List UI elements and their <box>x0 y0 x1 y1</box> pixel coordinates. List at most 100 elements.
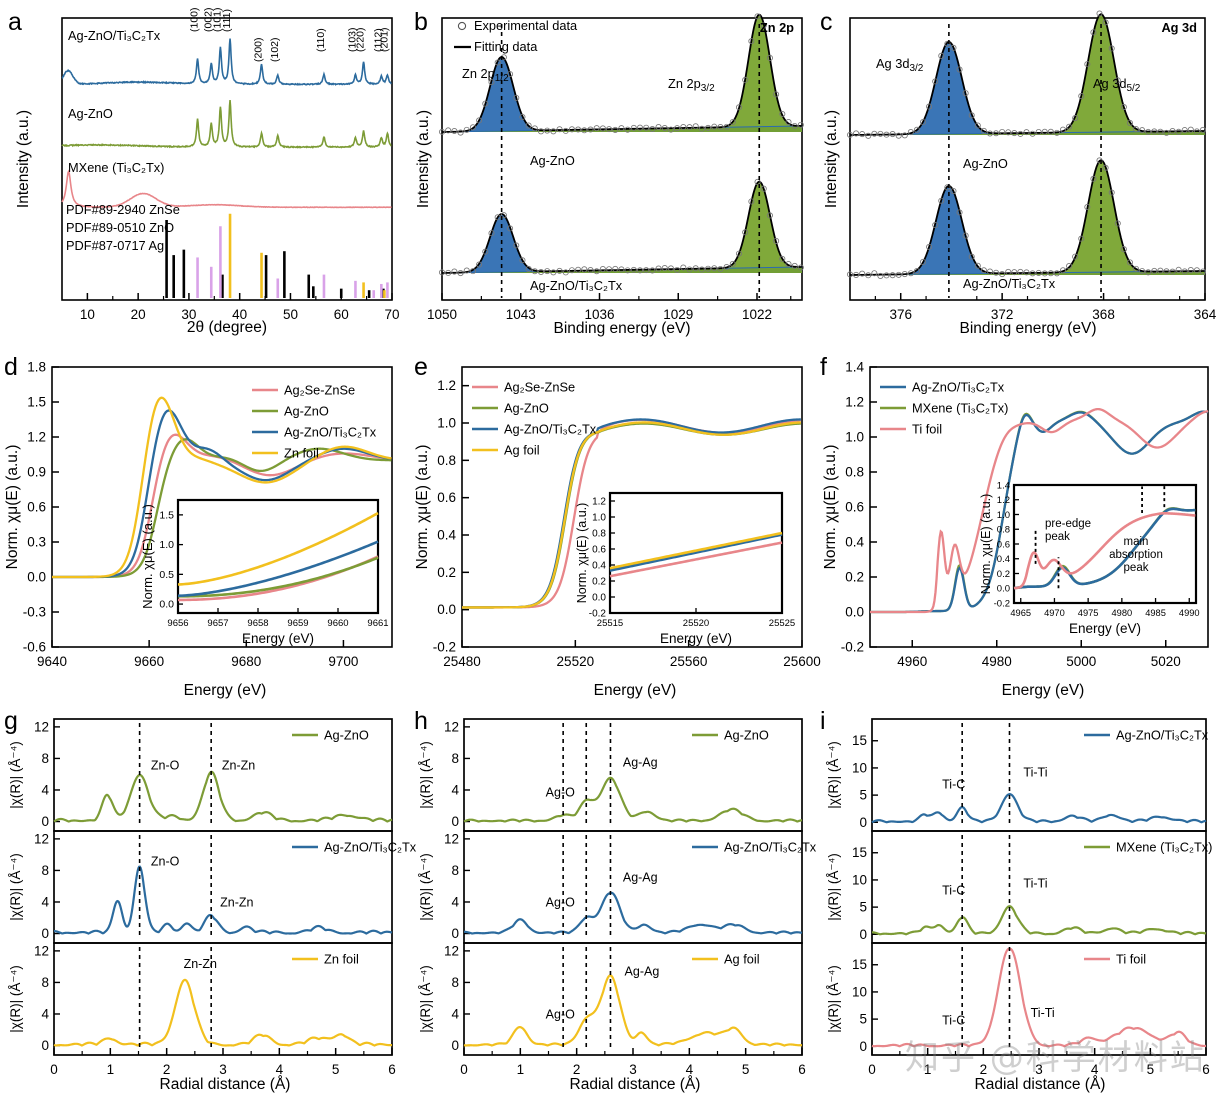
g-ylabel: |χ(R)| (Å⁻⁴) <box>8 853 23 921</box>
panel-a: a 10 20 30 40 50 60 70 (100) (002) (101) (111) (20… <box>0 0 410 345</box>
panel-d-xlabel: Energy (eV) <box>184 682 267 699</box>
i-ylabel: |χ(R)| (Å⁻⁴) <box>826 853 841 921</box>
h-ytick: 12 <box>444 831 459 846</box>
panel-d-ylabel: Norm. χμ(E) (a.u.) <box>4 445 21 570</box>
panel-f-ytick: 0.0 <box>845 605 864 620</box>
panel-f-inset-ytick: 0.6 <box>997 539 1010 550</box>
i-ytick: 10 <box>852 984 867 999</box>
panel-f-inset-xtick: 4970 <box>1044 608 1065 618</box>
panel-e-inset-xtick: 25515 <box>597 618 623 629</box>
panel-b-peak-fill <box>442 57 802 132</box>
panel-d-curve-zn-foil <box>52 396 392 579</box>
panel-f-label: f <box>820 353 827 381</box>
i-xtick: 4 <box>1091 1062 1099 1077</box>
i-annotation: Ti-Ti <box>1031 1006 1055 1020</box>
i-ytick: 10 <box>852 872 867 887</box>
panel-e-legend-label: Ag-ZnO <box>504 401 549 416</box>
panel-a-miller-label: (200) <box>253 37 265 62</box>
g-ytick: 0 <box>41 926 49 941</box>
panel-f-ytick: 0.6 <box>845 500 864 515</box>
panel-f-legend-label: MXene (Ti₃C₂Tx) <box>912 401 1008 416</box>
panel-f-inset: 4965 4970 4975 4980 4985 4990 -0.2 0.0 0.2 0.4 0.6… <box>979 480 1200 636</box>
panel-a-xtick: 50 <box>283 307 298 322</box>
panel-e-inset-ytick: 0.6 <box>592 545 606 556</box>
panel-c-label: c <box>820 8 833 36</box>
panel-b-legend-1: Fitting data <box>474 39 538 54</box>
panel-d-inset-ytick: 0.0 <box>159 599 174 611</box>
h-annotation: Ag-Ag <box>623 755 658 769</box>
panel-d-ytick: 0.3 <box>27 535 46 550</box>
h-ytick: 8 <box>451 751 459 766</box>
i-ytick: 5 <box>859 900 867 915</box>
h-legend-label: Ag-ZnO <box>724 728 769 743</box>
panel-e-ytick: 0.2 <box>437 565 456 580</box>
panel-h-label: h <box>414 707 428 735</box>
panel-d-inset-xtick: 9661 <box>367 618 388 629</box>
panel-a-curve-agzno <box>61 100 392 149</box>
g-annotation: Zn-O <box>151 758 180 772</box>
h-curve <box>463 974 803 1047</box>
panel-e-ytick: 0.8 <box>437 453 456 468</box>
panel-g: g 0 4 8 12 |χ(R)| (Å⁻⁴) Ag-ZnO Zn-O Zn-Zn 0 4 8 12 |… <box>0 705 417 1102</box>
panel-d-inset-xtick: 9658 <box>247 618 268 629</box>
panel-f-xtick: 4960 <box>897 654 927 669</box>
panel-f-inset-annotation: peak <box>1124 562 1149 574</box>
panel-a-miller-label: (100) <box>189 7 201 32</box>
panel-d-xtick: 9680 <box>231 654 261 669</box>
panel-a-xlabel: 2θ (degree) <box>187 319 267 336</box>
panel-f-ytick: 1.0 <box>845 430 864 445</box>
panel-e-inset: 25515 25520 25525 -0.2 0.0 0.2 0.4 0.6 0.8 1.0 1.2… <box>575 491 795 646</box>
i-xtick: 0 <box>868 1062 876 1077</box>
panel-c-spectra <box>846 10 1206 298</box>
h-annotation: Ag-O <box>546 896 575 910</box>
panel-e-inset-ytick: 0.0 <box>592 593 606 604</box>
panel-b-spectra <box>438 13 804 298</box>
panel-f-curves <box>870 407 1209 614</box>
panel-a-reference-sticks <box>165 213 389 298</box>
panel-d-xtick: 9700 <box>328 654 358 669</box>
i-ytick: 5 <box>859 788 867 803</box>
panel-c-spectrum-name-1: Ag-ZnO/Ti₃C₂Tx <box>963 276 1056 291</box>
panel-e-inset-ytick: 0.2 <box>592 577 606 588</box>
panel-f-ytick: 0.2 <box>845 570 864 585</box>
panel-d-ytick: 1.5 <box>27 395 46 410</box>
panel-f-inset-ytick: 0.0 <box>997 584 1010 595</box>
panel-f-inset-xtick: 4990 <box>1179 608 1200 618</box>
panel-e-curve-ag-foil <box>462 421 801 609</box>
panel-e-xtick: 25520 <box>557 654 595 669</box>
h-ytick: 12 <box>444 719 459 734</box>
panel-b-xticks: 1050 1043 1036 1029 1022 <box>427 293 792 322</box>
panel-a-axes <box>61 17 393 301</box>
panel-c-peak-fill <box>850 160 1205 275</box>
g-ytick: 12 <box>34 943 49 958</box>
g-ytick: 0 <box>41 814 49 829</box>
panel-a-miller-label: (110) <box>315 28 327 52</box>
i-ytick: 0 <box>859 927 867 942</box>
h-ytick: 0 <box>451 1038 459 1053</box>
g-ytick: 8 <box>41 975 49 990</box>
panel-a-xticks: 10 20 30 40 50 60 70 <box>80 293 400 322</box>
panel-a-label: a <box>8 8 22 36</box>
h-legend-label: Ag-ZnO/Ti₃C₂Tx <box>724 840 817 855</box>
g-ytick: 8 <box>41 751 49 766</box>
panel-d-ytick: 0.0 <box>27 570 46 585</box>
g-xtick: 1 <box>107 1062 115 1077</box>
panel-f-inset-ytick: 0.2 <box>997 569 1010 580</box>
panel-d-ytick: -0.3 <box>23 605 46 620</box>
g-ylabel: |χ(R)| (Å⁻⁴) <box>8 965 23 1033</box>
panel-b-fit-curve <box>441 180 802 274</box>
i-legend-label: MXene (Ti₃C₂Tx) <box>1116 840 1212 855</box>
panel-a-chart: 10 20 30 40 50 60 70 (100) (002)(101)(111) (200)… <box>15 7 400 336</box>
panel-c-peak-fill <box>850 185 1205 275</box>
h-xtick: 5 <box>742 1062 750 1077</box>
g-annotation: Zn-Zn <box>184 957 217 971</box>
panel-e-inset-curve <box>609 533 783 572</box>
g-ytick: 4 <box>41 1006 49 1021</box>
panel-e-inset-ytick: 1.2 <box>592 497 606 508</box>
panel-d-inset-curve <box>177 556 379 598</box>
panel-d-ytick: 0.9 <box>27 465 46 480</box>
panel-c-peak-fill <box>850 41 1205 135</box>
panel-d-inset-ytick: 0.5 <box>159 569 174 581</box>
h-xtick: 2 <box>573 1062 581 1077</box>
